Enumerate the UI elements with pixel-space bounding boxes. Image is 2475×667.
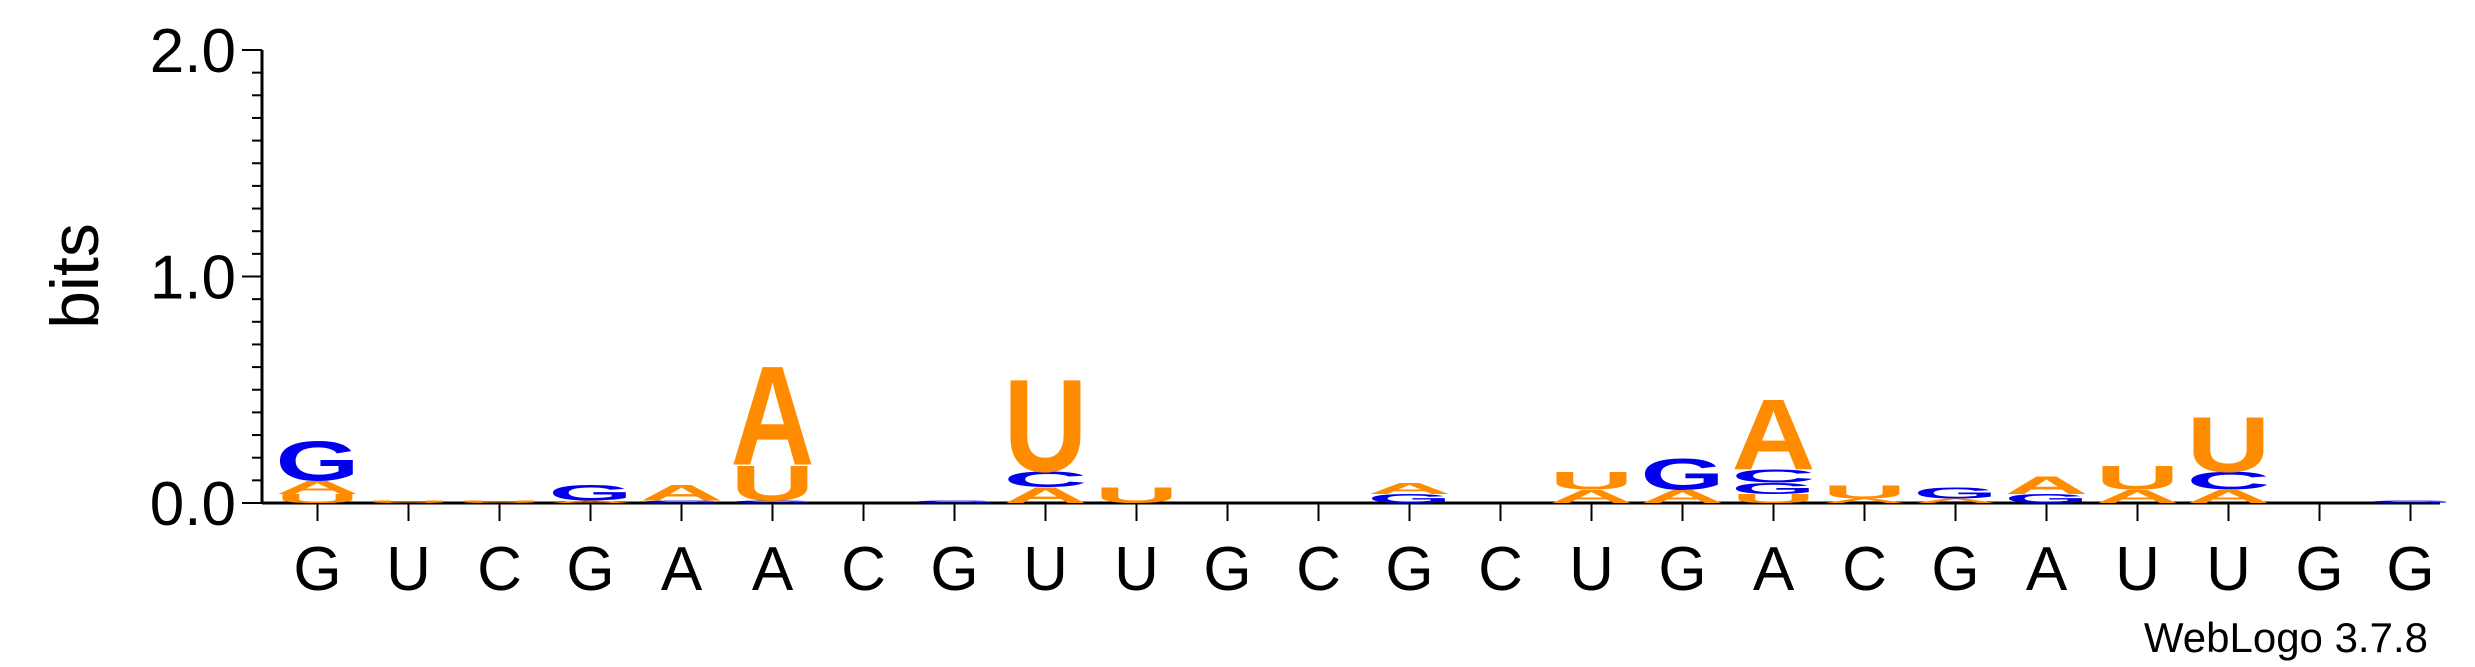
logo-letter-a: A bbox=[639, 481, 723, 506]
position-label: G bbox=[1658, 535, 1706, 604]
logo-letter-a: A bbox=[2005, 471, 2089, 499]
logo-letter-a: A bbox=[1549, 486, 1633, 507]
weblogo-credit: WebLogo 3.7.8 bbox=[2144, 614, 2428, 661]
logo-letter-u: U bbox=[731, 455, 815, 511]
logo-letter-g: G bbox=[1640, 450, 1724, 499]
y-axis: 0.0 1.0 2.0 bits bbox=[37, 17, 264, 539]
logo-letter-u: U bbox=[275, 492, 359, 506]
logo-letter-a: A bbox=[730, 338, 814, 495]
logo-letter-g: G bbox=[640, 500, 724, 504]
logo-letter-g: G bbox=[2369, 500, 2453, 504]
logo-letter-a: A bbox=[1368, 480, 1452, 498]
position-label: C bbox=[1478, 535, 1523, 604]
position-label: C bbox=[841, 535, 886, 604]
position-label: U bbox=[2115, 535, 2160, 604]
position-label: U bbox=[1023, 535, 1068, 604]
logo-letter-u: U bbox=[1822, 481, 1906, 502]
logo-letter-u: U bbox=[1731, 492, 1815, 506]
logo-letter-g: G bbox=[1914, 484, 1998, 502]
position-label: G bbox=[1203, 535, 1251, 604]
position-label: A bbox=[1753, 535, 1795, 604]
position-label: C bbox=[1842, 535, 1887, 604]
logo-letter-c: C bbox=[1003, 467, 1087, 492]
logo-letter-u: U bbox=[457, 500, 541, 503]
position-label: G bbox=[1931, 535, 1979, 604]
position-label: G bbox=[566, 535, 614, 604]
logo-letter-g: G bbox=[1732, 480, 1816, 498]
position-label: G bbox=[293, 535, 341, 604]
logo-letter-u: U bbox=[1550, 467, 1634, 495]
position-label: G bbox=[1385, 535, 1433, 604]
logo-letter-g: G bbox=[2005, 492, 2089, 506]
position-label: A bbox=[661, 535, 703, 604]
logo-letter-a: A bbox=[1732, 379, 1816, 491]
y-tick-label: 2.0 bbox=[150, 17, 236, 86]
logo-letter-c: C bbox=[2187, 467, 2271, 495]
logo-letter-g: G bbox=[731, 500, 815, 504]
logo-letter-a: A bbox=[1640, 486, 1724, 507]
position-label: A bbox=[752, 535, 794, 604]
logo-letter-u: U bbox=[366, 500, 450, 503]
logo-letter-g: G bbox=[1368, 492, 1452, 506]
logo-letter-a: A bbox=[2095, 486, 2179, 507]
position-label: A bbox=[2026, 535, 2068, 604]
logo-letter-g: G bbox=[275, 430, 359, 493]
position-label: G bbox=[2295, 535, 2343, 604]
position-label: U bbox=[2206, 535, 2251, 604]
position-label: G bbox=[2386, 535, 2434, 604]
logo-letter-a: A bbox=[548, 500, 632, 503]
logo-letter-u: U bbox=[1003, 352, 1087, 500]
logo-letter-g: G bbox=[548, 481, 632, 506]
logo-letter-g: G bbox=[913, 500, 997, 504]
logo-letter-a: A bbox=[1823, 497, 1907, 504]
position-label: G bbox=[930, 535, 978, 604]
logo-letter-u: U bbox=[2096, 458, 2180, 497]
logo-letter-a: A bbox=[1914, 497, 1998, 504]
y-tick-label: 1.0 bbox=[150, 244, 236, 313]
logo-letter-c: C bbox=[1731, 466, 1815, 487]
logo-letter-u: U bbox=[2186, 401, 2270, 489]
logo-letter-a: A bbox=[2186, 486, 2270, 507]
logo-letter-a: A bbox=[275, 477, 359, 498]
position-label: C bbox=[477, 535, 522, 604]
position-label: C bbox=[1296, 535, 1341, 604]
y-tick-label: 0.0 bbox=[150, 470, 236, 539]
position-label: U bbox=[1114, 535, 1159, 604]
y-axis-title: bits bbox=[37, 223, 113, 329]
position-label: U bbox=[1569, 535, 1614, 604]
position-label: U bbox=[386, 535, 431, 604]
